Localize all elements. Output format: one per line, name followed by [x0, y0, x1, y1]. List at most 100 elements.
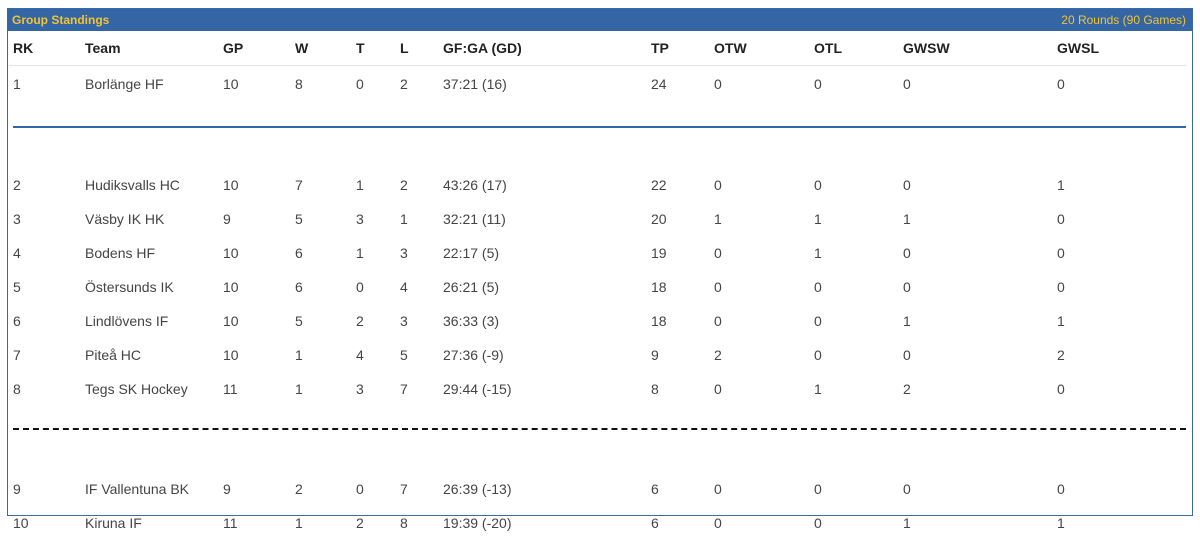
t-cell: 2 [356, 313, 364, 329]
panel-header: Group Standings 20 Rounds (90 Games) [8, 9, 1192, 31]
gwsw-cell: 0 [903, 245, 911, 261]
table-row: 10 Kiruna IF 11 1 2 8 19:39 (-20) 6 0 0 … [9, 506, 1186, 540]
gwsw-cell: 0 [903, 347, 911, 363]
gwsl-cell: 0 [1057, 245, 1065, 261]
t-cell: 4 [356, 347, 364, 363]
otw-cell: 0 [714, 76, 722, 92]
solid-divider [13, 126, 1186, 128]
table-row: 6 Lindlövens IF 10 5 2 3 36:33 (3) 18 0 … [9, 304, 1186, 338]
w-cell: 8 [295, 76, 303, 92]
otw-cell: 0 [714, 515, 722, 531]
w-cell: 1 [295, 381, 303, 397]
rank-cell: 10 [13, 515, 29, 531]
w-cell: 6 [295, 279, 303, 295]
table-row: 7 Piteå HC 10 1 4 5 27:36 (-9) 9 2 0 0 2 [9, 338, 1186, 372]
rank-cell: 3 [13, 211, 21, 227]
gwsl-cell: 0 [1057, 381, 1065, 397]
column-header-otl[interactable]: OTL [810, 31, 899, 66]
otw-cell: 0 [714, 313, 722, 329]
rank-cell: 8 [13, 381, 21, 397]
t-cell: 2 [356, 515, 364, 531]
l-cell: 8 [400, 515, 408, 531]
tp-cell: 20 [651, 211, 667, 227]
team-link[interactable]: Piteå HC [85, 347, 142, 363]
team-link[interactable]: Kiruna IF [85, 515, 142, 531]
otw-cell: 1 [714, 211, 722, 227]
team-link[interactable]: IF Vallentuna BK [85, 481, 190, 497]
column-header-gwsl[interactable]: GWSL [1053, 31, 1186, 66]
otw-cell: 0 [714, 279, 722, 295]
team-link[interactable]: Bodens HF [85, 245, 156, 261]
column-header-gfga[interactable]: GF:GA (GD) [439, 31, 647, 66]
team-link[interactable]: Borlänge HF [85, 76, 164, 92]
t-cell: 3 [356, 381, 364, 397]
otl-cell: 0 [814, 279, 822, 295]
gwsl-cell: 0 [1057, 279, 1065, 295]
otl-cell: 0 [814, 515, 822, 531]
gp-cell: 9 [223, 211, 231, 227]
otl-cell: 0 [814, 76, 822, 92]
gwsl-cell: 0 [1057, 481, 1065, 497]
gfga-cell: 29:44 (-15) [443, 381, 512, 397]
dashed-divider [13, 428, 1186, 430]
column-header-otw[interactable]: OTW [710, 31, 810, 66]
rounds-summary: 20 Rounds (90 Games) [1061, 13, 1186, 27]
column-header-team[interactable]: Team [81, 31, 219, 66]
spacer-row [9, 456, 1186, 472]
gwsw-cell: 2 [903, 381, 911, 397]
header-row: RK Team GP W T L GF:GA (GD) TP OTW OTL G… [9, 31, 1186, 66]
gp-cell: 10 [223, 313, 239, 329]
gwsl-cell: 2 [1057, 347, 1065, 363]
gfga-cell: 43:26 (17) [443, 177, 507, 193]
otw-cell: 0 [714, 381, 722, 397]
gfga-cell: 32:21 (11) [443, 211, 506, 227]
table-row: 5 Östersunds IK 10 6 0 4 26:21 (5) 18 0 … [9, 270, 1186, 304]
column-header-t[interactable]: T [352, 31, 396, 66]
w-cell: 6 [295, 245, 303, 261]
column-header-tp[interactable]: TP [647, 31, 710, 66]
rank-cell: 2 [13, 177, 21, 193]
w-cell: 5 [295, 313, 303, 329]
gp-cell: 10 [223, 279, 239, 295]
gp-cell: 11 [223, 515, 238, 531]
standings-panel: Group Standings 20 Rounds (90 Games) RK … [7, 8, 1193, 531]
w-cell: 5 [295, 211, 303, 227]
tp-cell: 6 [651, 481, 659, 497]
team-link[interactable]: Tegs SK Hockey [85, 381, 188, 397]
gp-cell: 10 [223, 177, 239, 193]
t-cell: 0 [356, 279, 364, 295]
rank-cell: 5 [13, 279, 21, 295]
otl-cell: 0 [814, 177, 822, 193]
otl-cell: 1 [814, 245, 822, 261]
gwsw-cell: 0 [903, 279, 911, 295]
promotion-separator [9, 102, 1186, 152]
gwsl-cell: 1 [1057, 177, 1065, 193]
gp-cell: 11 [223, 381, 238, 397]
team-link[interactable]: Lindlövens IF [85, 313, 169, 329]
gp-cell: 10 [223, 347, 239, 363]
column-header-l[interactable]: L [396, 31, 439, 66]
team-link[interactable]: Östersunds IK [85, 279, 174, 295]
table-row: 4 Bodens HF 10 6 1 3 22:17 (5) 19 0 1 0 … [9, 236, 1186, 270]
team-link[interactable]: Hudiksvalls HC [85, 177, 180, 193]
table-row: 9 IF Vallentuna BK 9 2 0 7 26:39 (-13) 6… [9, 472, 1186, 506]
t-cell: 0 [356, 481, 364, 497]
column-header-gp[interactable]: GP [219, 31, 291, 66]
rank-cell: 4 [13, 245, 21, 261]
column-header-w[interactable]: W [291, 31, 352, 66]
column-header-rk[interactable]: RK [9, 31, 81, 66]
team-link[interactable]: Väsby IK HK [85, 211, 165, 227]
gwsw-cell: 1 [903, 313, 911, 329]
gfga-cell: 27:36 (-9) [443, 347, 504, 363]
gfga-cell: 26:39 (-13) [443, 481, 512, 497]
l-cell: 2 [400, 177, 408, 193]
tp-cell: 19 [651, 245, 667, 261]
column-header-gwsw[interactable]: GWSW [899, 31, 1053, 66]
otl-cell: 0 [814, 481, 822, 497]
rank-cell: 7 [13, 347, 21, 363]
gp-cell: 9 [223, 481, 231, 497]
relegation-separator [9, 406, 1186, 456]
gp-cell: 10 [223, 245, 239, 261]
w-cell: 2 [295, 481, 303, 497]
w-cell: 1 [295, 515, 303, 531]
